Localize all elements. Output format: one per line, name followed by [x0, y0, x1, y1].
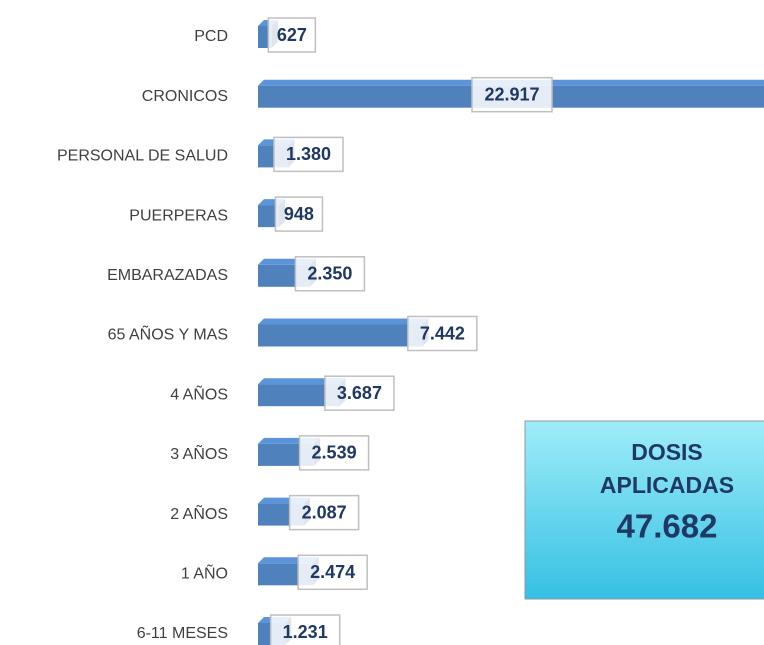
value-label: 2.087	[302, 502, 347, 522]
value-label-box	[267, 17, 317, 53]
value-label-box	[274, 196, 324, 232]
category-label: 65 AÑOS Y MAS	[108, 324, 228, 344]
value-label: 22.917	[484, 84, 539, 104]
annotation-text: APLICADAS	[600, 472, 734, 498]
value-label-box	[324, 375, 395, 411]
bar-front	[258, 205, 279, 228]
value-label-box	[297, 554, 368, 591]
category-label: 4 AÑOS	[170, 383, 228, 403]
value-label-box	[269, 614, 341, 645]
annotation-box	[524, 420, 764, 600]
value-label: 2.350	[307, 264, 352, 284]
value-label-box	[407, 315, 478, 352]
category-label: CRONICOS	[142, 88, 228, 105]
value-label-box	[294, 256, 366, 292]
category-label: 1 AÑO	[181, 563, 228, 583]
value-label-box	[273, 136, 344, 173]
value-label-box	[471, 76, 553, 113]
value-label: 3.687	[337, 383, 382, 403]
value-label: 948	[284, 204, 314, 224]
category-label: PERSONAL DE SALUD	[57, 148, 228, 165]
category-label: PCD	[194, 28, 228, 45]
value-label: 1.231	[283, 622, 328, 642]
annotation-total: 47.682	[617, 508, 718, 545]
bar	[258, 318, 429, 347]
value-label-box	[288, 494, 360, 531]
bar-top	[258, 318, 429, 325]
category-label: 2 AÑOS	[170, 503, 228, 523]
category-label: 3 AÑOS	[170, 443, 228, 463]
bar-front	[258, 384, 340, 407]
value-label: 2.474	[310, 562, 355, 582]
value-label: 7.442	[420, 323, 465, 343]
value-label: 2.539	[312, 443, 357, 463]
bar-front	[258, 324, 423, 347]
value-label: 627	[277, 25, 307, 45]
value-label-box	[298, 435, 370, 471]
value-label: 1.380	[286, 144, 331, 164]
bar-top	[258, 378, 346, 385]
category-label: EMBARAZADAS	[107, 267, 228, 284]
category-label: PUERPERAS	[129, 207, 228, 224]
annotation-text: DOSIS	[631, 439, 703, 465]
category-label: 6-11 MESES	[137, 625, 228, 642]
